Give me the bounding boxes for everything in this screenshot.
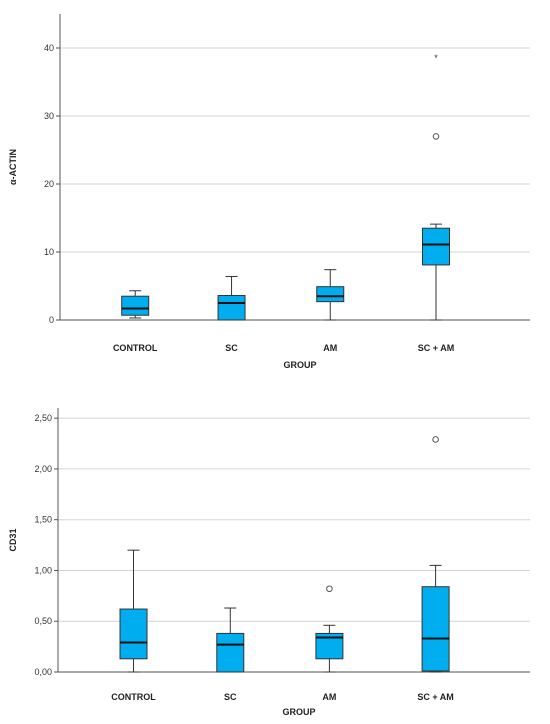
box-control: [121, 295, 150, 316]
category-label-sc: SC: [225, 343, 238, 353]
box-am: [316, 286, 345, 303]
y-tick-label: 40: [44, 43, 54, 53]
y-tick-label: 0,00: [34, 667, 52, 677]
y-tick-label: 30: [44, 111, 54, 121]
cd31-boxplot: 0,00 0,50 1,00 1,50 2,00 2,50 CD31 GROUP CONTROL…: [0, 392, 550, 724]
alpha-actin-chart-svg: 0 10 20 30 40 α-ACTIN GROUP CONTROL SC AM SC + AM *: [8, 14, 530, 370]
outlier-point-am: [326, 585, 333, 593]
y-tick-label: 1,50: [34, 515, 52, 525]
box-sc-am: [421, 586, 450, 672]
box-control: [119, 608, 148, 660]
y-tick-label: 0,50: [34, 616, 52, 626]
category-label-sc-am: SC + AM: [417, 692, 453, 702]
category-label-am: AM: [322, 692, 336, 702]
category-label-control: CONTROL: [111, 692, 156, 702]
y-axis-title: CD31: [8, 528, 18, 551]
category-label-sc: SC: [224, 692, 237, 702]
x-axis-title: GROUP: [282, 707, 315, 717]
y-tick-label: 2,50: [34, 413, 52, 423]
y-tick-label: 1,00: [34, 565, 52, 575]
x-axis-title: GROUP: [283, 360, 316, 370]
y-tick-label: 20: [44, 179, 54, 189]
y-axis-title: α-ACTIN: [8, 149, 18, 185]
outlier-point-sc-am: [432, 133, 440, 140]
alpha-actin-boxplot: 0 10 20 30 40 α-ACTIN GROUP CONTROL SC AM SC + AM *: [8, 14, 530, 370]
y-tick-label: 2,00: [34, 464, 52, 474]
category-label-control: CONTROL: [113, 343, 158, 353]
category-label-sc-am: SC + AM: [418, 343, 454, 353]
y-tick-label: 10: [44, 247, 54, 257]
outlier-point-sc-am: [432, 436, 439, 443]
cd31-chart-svg: 0,00 0,50 1,00 1,50 2,00 2,50 CD31 GROUP CONTROL…: [8, 408, 530, 717]
y-tick-label: 0: [49, 315, 54, 325]
box-sc-am: [422, 227, 450, 266]
extreme-point-sc-am: *: [434, 53, 438, 63]
box-sc: [217, 295, 246, 321]
category-label-am: AM: [323, 343, 337, 353]
box-sc: [216, 632, 245, 673]
